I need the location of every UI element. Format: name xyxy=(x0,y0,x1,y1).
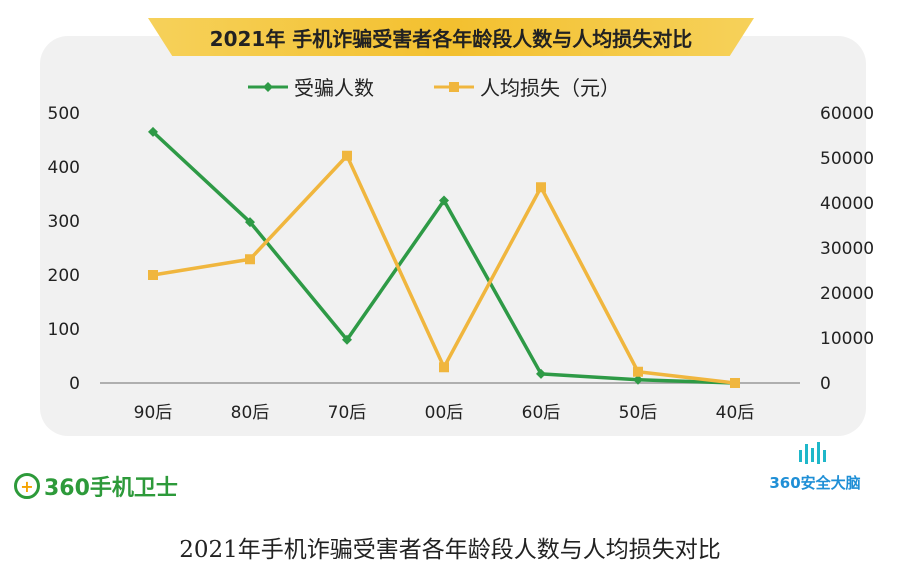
chart-panel xyxy=(40,36,866,436)
series-line-0 xyxy=(151,130,736,385)
logo-360-security-brain: 360安全大脑 xyxy=(760,440,870,493)
right-tick-label: 20000 xyxy=(820,284,874,304)
data-point-victims xyxy=(633,374,643,385)
left-tick-label: 100 xyxy=(48,320,80,340)
data-point-loss xyxy=(633,366,643,377)
right-axis: 0 10000 20000 30000 40000 50000 60000 xyxy=(820,104,874,394)
left-tick-label: 0 xyxy=(69,374,80,394)
right-tick-label: 40000 xyxy=(820,194,874,214)
data-point-loss xyxy=(148,270,158,280)
data-point-loss xyxy=(245,254,255,265)
sound-bars-icon xyxy=(799,442,826,464)
data-point-victims xyxy=(245,217,255,228)
legend-item-victims: 受骗人数 xyxy=(248,72,374,101)
x-tick-label: 90后 xyxy=(134,403,173,423)
logo-left-text: 360手机卫士 xyxy=(44,476,178,501)
line-chart: 0 100 200 300 400 500 0 10000 20000 30000 40000 50… xyxy=(48,104,875,423)
logo-right-text: 360安全大脑 xyxy=(769,474,861,492)
x-tick-label: 50后 xyxy=(619,403,658,423)
logo-360-mobile-guard: + 360手机卫士 xyxy=(14,470,178,502)
chart-title: 2021年 手机诈骗受害者各年龄段人数与人均损失对比 xyxy=(148,18,754,56)
left-axis: 0 100 200 300 400 500 xyxy=(48,104,80,394)
x-tick-label: 00后 xyxy=(425,403,464,423)
data-point-loss xyxy=(342,150,352,161)
right-tick-label: 10000 xyxy=(820,329,874,349)
legend-line-green-icon xyxy=(248,81,288,92)
x-tick-label: 80后 xyxy=(231,403,270,423)
legend-line-orange-icon xyxy=(434,81,474,92)
x-axis: 90后 80后 70后 00后 60后 50后 40后 xyxy=(134,403,755,423)
legend-label-victims: 受骗人数 xyxy=(294,76,374,100)
right-tick-label: 30000 xyxy=(820,239,874,259)
left-tick-label: 500 xyxy=(48,104,80,124)
figure-caption: 2021年手机诈骗受害者各年龄段人数与人均损失对比 xyxy=(179,537,721,563)
left-tick-label: 400 xyxy=(48,158,80,178)
data-point-loss xyxy=(730,378,740,388)
plus-shield-icon: + xyxy=(14,473,40,499)
data-point-victims xyxy=(342,334,352,345)
data-point-victims xyxy=(536,368,546,379)
x-tick-label: 40后 xyxy=(716,403,755,423)
legend-item-loss: 人均损失（元） xyxy=(434,72,620,101)
chart-legend: 受骗人数 人均损失（元） xyxy=(248,72,620,101)
series-line-1 xyxy=(152,154,736,385)
right-tick-label: 0 xyxy=(820,374,831,394)
x-tick-label: 60后 xyxy=(522,403,561,423)
x-tick-label: 70后 xyxy=(328,403,367,423)
left-tick-label: 200 xyxy=(48,266,80,286)
right-tick-label: 50000 xyxy=(820,149,874,169)
series-lines xyxy=(148,126,740,388)
right-tick-label: 60000 xyxy=(820,104,874,124)
legend-label-loss: 人均损失（元） xyxy=(480,76,620,100)
left-tick-label: 300 xyxy=(48,212,80,232)
data-point-victims xyxy=(439,195,449,206)
data-point-loss xyxy=(536,182,546,193)
data-point-loss xyxy=(439,362,449,373)
data-point-victims xyxy=(148,126,158,137)
